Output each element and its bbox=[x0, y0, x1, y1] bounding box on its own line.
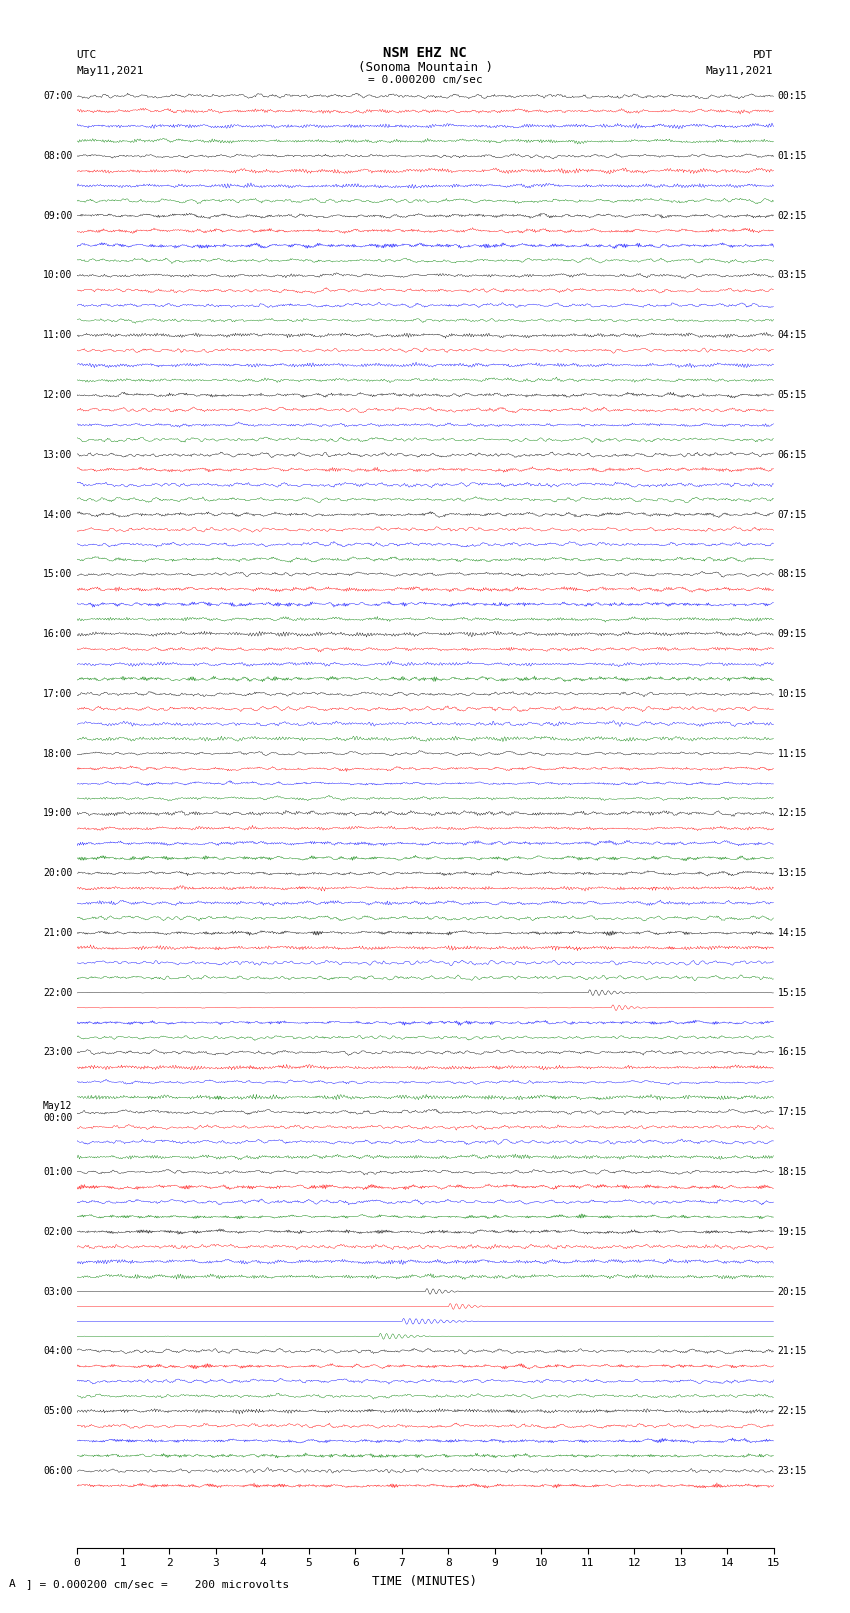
Text: 07:00: 07:00 bbox=[42, 92, 72, 102]
Text: 15:00: 15:00 bbox=[42, 569, 72, 579]
Text: 18:00: 18:00 bbox=[42, 748, 72, 758]
X-axis label: TIME (MINUTES): TIME (MINUTES) bbox=[372, 1576, 478, 1589]
Text: 14:00: 14:00 bbox=[42, 510, 72, 519]
Text: 19:00: 19:00 bbox=[42, 808, 72, 818]
Text: 23:15: 23:15 bbox=[778, 1466, 807, 1476]
Text: 18:15: 18:15 bbox=[778, 1166, 807, 1177]
Text: 14:15: 14:15 bbox=[778, 927, 807, 937]
Text: 20:15: 20:15 bbox=[778, 1287, 807, 1297]
Text: 11:00: 11:00 bbox=[42, 331, 72, 340]
Text: 09:00: 09:00 bbox=[42, 211, 72, 221]
Text: 15:15: 15:15 bbox=[778, 987, 807, 998]
Text: May12
00:00: May12 00:00 bbox=[42, 1102, 72, 1123]
Text: 06:00: 06:00 bbox=[42, 1466, 72, 1476]
Text: May11,2021: May11,2021 bbox=[706, 66, 774, 76]
Text: 23:00: 23:00 bbox=[42, 1047, 72, 1058]
Text: 21:15: 21:15 bbox=[778, 1347, 807, 1357]
Text: 11:15: 11:15 bbox=[778, 748, 807, 758]
Text: 20:00: 20:00 bbox=[42, 868, 72, 877]
Text: UTC: UTC bbox=[76, 50, 97, 60]
Text: 04:00: 04:00 bbox=[42, 1347, 72, 1357]
Text: May11,2021: May11,2021 bbox=[76, 66, 144, 76]
Text: 17:15: 17:15 bbox=[778, 1107, 807, 1118]
Text: 16:00: 16:00 bbox=[42, 629, 72, 639]
Text: 22:15: 22:15 bbox=[778, 1407, 807, 1416]
Text: 09:15: 09:15 bbox=[778, 629, 807, 639]
Text: 08:00: 08:00 bbox=[42, 152, 72, 161]
Text: (Sonoma Mountain ): (Sonoma Mountain ) bbox=[358, 61, 492, 74]
Text: 16:15: 16:15 bbox=[778, 1047, 807, 1058]
Text: 03:00: 03:00 bbox=[42, 1287, 72, 1297]
Text: 06:15: 06:15 bbox=[778, 450, 807, 460]
Text: 13:15: 13:15 bbox=[778, 868, 807, 877]
Text: = 0.000200 cm/sec: = 0.000200 cm/sec bbox=[367, 76, 483, 85]
Text: 02:00: 02:00 bbox=[42, 1227, 72, 1237]
Text: 01:15: 01:15 bbox=[778, 152, 807, 161]
Text: 05:00: 05:00 bbox=[42, 1407, 72, 1416]
Text: PDT: PDT bbox=[753, 50, 774, 60]
Text: 12:15: 12:15 bbox=[778, 808, 807, 818]
Text: 17:00: 17:00 bbox=[42, 689, 72, 698]
Text: ] = 0.000200 cm/sec =    200 microvolts: ] = 0.000200 cm/sec = 200 microvolts bbox=[26, 1579, 289, 1589]
Text: 22:00: 22:00 bbox=[42, 987, 72, 998]
Text: NSM EHZ NC: NSM EHZ NC bbox=[383, 45, 467, 60]
Text: 12:00: 12:00 bbox=[42, 390, 72, 400]
Text: 03:15: 03:15 bbox=[778, 271, 807, 281]
Text: 10:00: 10:00 bbox=[42, 271, 72, 281]
Text: 05:15: 05:15 bbox=[778, 390, 807, 400]
Text: 04:15: 04:15 bbox=[778, 331, 807, 340]
Text: 01:00: 01:00 bbox=[42, 1166, 72, 1177]
Text: 13:00: 13:00 bbox=[42, 450, 72, 460]
Text: 10:15: 10:15 bbox=[778, 689, 807, 698]
Text: 19:15: 19:15 bbox=[778, 1227, 807, 1237]
Text: 07:15: 07:15 bbox=[778, 510, 807, 519]
Text: 21:00: 21:00 bbox=[42, 927, 72, 937]
Text: 08:15: 08:15 bbox=[778, 569, 807, 579]
Text: A: A bbox=[8, 1579, 15, 1589]
Text: 02:15: 02:15 bbox=[778, 211, 807, 221]
Text: 00:15: 00:15 bbox=[778, 92, 807, 102]
